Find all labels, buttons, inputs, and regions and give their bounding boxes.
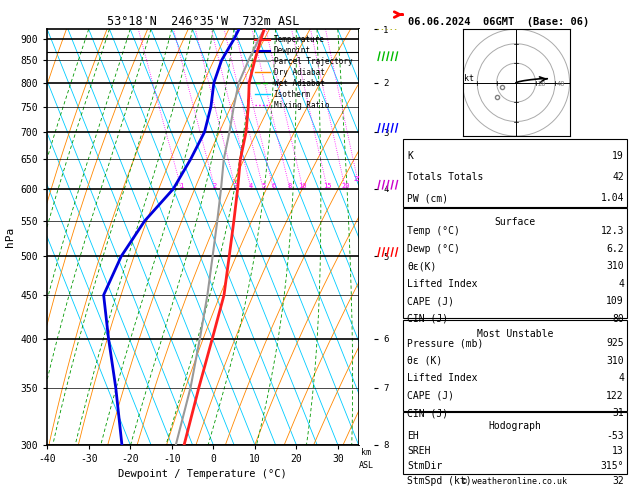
Text: Surface: Surface — [494, 217, 535, 227]
Text: CIN (J): CIN (J) — [407, 314, 448, 324]
Text: EH: EH — [407, 431, 419, 441]
Text: 10: 10 — [299, 183, 307, 189]
X-axis label: Dewpoint / Temperature (°C): Dewpoint / Temperature (°C) — [118, 469, 287, 479]
Text: 42: 42 — [612, 172, 624, 182]
Text: 3: 3 — [233, 183, 238, 189]
Text: ASL: ASL — [359, 461, 374, 469]
Text: 13: 13 — [612, 446, 624, 456]
Text: 1: 1 — [179, 183, 184, 189]
Text: 15: 15 — [323, 183, 331, 189]
Text: 40: 40 — [557, 81, 565, 87]
Text: Lifted Index: Lifted Index — [407, 279, 477, 289]
Text: 12.3: 12.3 — [601, 226, 624, 237]
Text: 20: 20 — [537, 81, 546, 87]
Text: 2: 2 — [213, 183, 217, 189]
Title: 53°18'N  246°35'W  732m ASL: 53°18'N 246°35'W 732m ASL — [107, 15, 299, 28]
Text: 5: 5 — [261, 183, 265, 189]
Text: PW (cm): PW (cm) — [407, 193, 448, 204]
Text: SREH: SREH — [407, 446, 430, 456]
Text: 1.04: 1.04 — [601, 193, 624, 204]
Text: 32: 32 — [612, 476, 624, 486]
Text: 315°: 315° — [601, 461, 624, 471]
Text: 8: 8 — [287, 183, 292, 189]
Text: Dewp (°C): Dewp (°C) — [407, 244, 460, 254]
Text: km: km — [362, 448, 371, 457]
Text: Hodograph: Hodograph — [488, 421, 542, 431]
Text: 25: 25 — [354, 176, 362, 182]
Text: Totals Totals: Totals Totals — [407, 172, 483, 182]
Text: CAPE (J): CAPE (J) — [407, 391, 454, 401]
Text: 4: 4 — [618, 373, 624, 383]
Text: CAPE (J): CAPE (J) — [407, 296, 454, 307]
Text: 6.2: 6.2 — [606, 244, 624, 254]
Text: θε(K): θε(K) — [407, 261, 437, 272]
Text: StmSpd (kt): StmSpd (kt) — [407, 476, 472, 486]
Text: K: K — [407, 151, 413, 161]
Text: 6: 6 — [271, 183, 276, 189]
Text: 20: 20 — [341, 183, 350, 189]
Text: 310: 310 — [606, 356, 624, 366]
Text: CIN (J): CIN (J) — [407, 408, 448, 418]
Text: 4: 4 — [249, 183, 253, 189]
Text: 4: 4 — [618, 279, 624, 289]
Text: Most Unstable: Most Unstable — [477, 329, 553, 339]
Text: Pressure (mb): Pressure (mb) — [407, 338, 483, 348]
Text: 122: 122 — [606, 391, 624, 401]
Text: Temp (°C): Temp (°C) — [407, 226, 460, 237]
Text: 109: 109 — [606, 296, 624, 307]
Text: © weatheronline.co.uk: © weatheronline.co.uk — [462, 477, 567, 486]
Text: 19: 19 — [612, 151, 624, 161]
Text: 80: 80 — [612, 314, 624, 324]
Text: -53: -53 — [606, 431, 624, 441]
Text: 925: 925 — [606, 338, 624, 348]
Text: StmDir: StmDir — [407, 461, 442, 471]
Text: kt: kt — [464, 74, 474, 83]
Legend: Temperature, Dewpoint, Parcel Trajectory, Dry Adiabat, Wet Adiabat, Isotherm, Mi: Temperature, Dewpoint, Parcel Trajectory… — [252, 33, 355, 112]
Text: LCL: LCL — [359, 47, 374, 56]
Text: 06.06.2024  06GMT  (Base: 06): 06.06.2024 06GMT (Base: 06) — [408, 17, 589, 27]
Text: 310: 310 — [606, 261, 624, 272]
Text: 31: 31 — [612, 408, 624, 418]
Text: θε (K): θε (K) — [407, 356, 442, 366]
Text: Lifted Index: Lifted Index — [407, 373, 477, 383]
Y-axis label: hPa: hPa — [5, 227, 15, 247]
